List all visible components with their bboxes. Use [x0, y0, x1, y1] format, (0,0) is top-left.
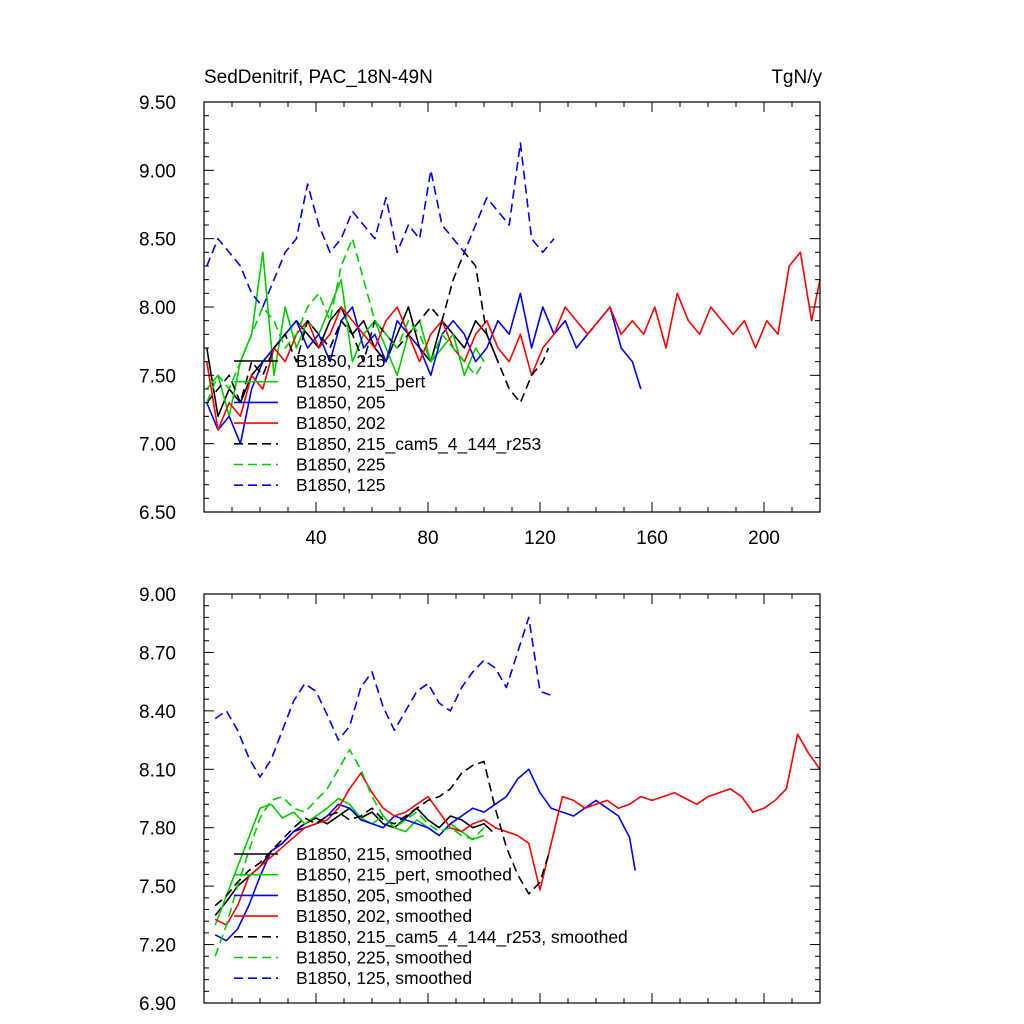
series-line-2 [206, 251, 485, 418]
y-tick-label: 7.50 [139, 877, 176, 898]
y-tick-label: 7.20 [139, 936, 176, 957]
x-tick-label: 200 [748, 528, 780, 549]
legend-label: B1850, 205, smoothed [296, 885, 472, 905]
legend-label: B1850, 215_pert, smoothed [296, 865, 512, 886]
top-title-right: TgN/y [771, 67, 822, 88]
legend-label: B1850, 202, smoothed [296, 906, 472, 926]
series-line-7 [206, 142, 555, 308]
legend-label: B1850, 125 [296, 475, 386, 495]
y-tick-label: 9.50 [139, 93, 176, 114]
series-line-4 [214, 733, 820, 926]
bottom-axes: 6.90 7.20 7.50 7.80 8.10 8.40 8.70 9.00 [139, 585, 821, 1015]
y-tick-label: 9.00 [139, 585, 176, 606]
y-tick-label: 8.10 [139, 760, 176, 781]
series-line-5 [214, 760, 550, 907]
legend-label: B1850, 225, smoothed [296, 948, 472, 968]
series-line-6 [214, 748, 485, 957]
legend-label: B1850, 215, smoothed [296, 844, 472, 864]
top-axes: 40 80 120 160 200 6.50 7.00 7.50 8.00 8.50 9.00 9.5… [139, 93, 821, 549]
x-tick-label: 80 [417, 528, 438, 549]
bottom-panel: 6.90 7.20 7.50 7.80 8.10 8.40 8.70 9.00 B1850, … [139, 585, 821, 1015]
y-tick-label: 8.00 [139, 298, 176, 319]
bottom-plot-layer [214, 616, 820, 957]
y-tick-label: 6.50 [139, 503, 176, 524]
y-tick-label: 7.80 [139, 819, 176, 840]
series-line-3 [206, 292, 642, 445]
y-tick-label: 7.00 [139, 435, 176, 456]
legend-label: B1850, 225 [296, 455, 386, 475]
y-tick-label: 7.50 [139, 366, 176, 387]
legend-label: B1850, 215_cam5_4_144_r253 [296, 434, 541, 455]
series-line-4 [206, 251, 820, 431]
x-tick-label: 40 [305, 528, 326, 549]
legend-label: B1850, 205 [296, 392, 386, 412]
top-title-left: SedDenitrif, PAC_18N-49N [204, 67, 433, 88]
x-tick-label: 160 [636, 528, 668, 549]
legend-label: B1850, 215_cam5_4_144_r253, smoothed [296, 927, 628, 948]
legend-label: B1850, 202 [296, 413, 386, 433]
y-tick-label: 8.70 [139, 643, 176, 664]
series-line-3 [214, 768, 636, 942]
y-tick-label: 6.90 [139, 994, 176, 1015]
x-tick-label: 120 [524, 528, 556, 549]
y-tick-label: 9.00 [139, 161, 176, 182]
legend-label: B1850, 215_pert [296, 372, 426, 393]
legend-label: B1850, 215 [296, 351, 386, 371]
series-line-7 [214, 616, 552, 778]
top-plot-layer [206, 142, 820, 445]
legend-label: B1850, 125, smoothed [296, 968, 472, 988]
y-tick-label: 8.40 [139, 702, 176, 723]
top-panel: SedDenitrif, PAC_18N-49N TgN/y 40 80 120 16… [139, 67, 822, 549]
y-tick-label: 8.50 [139, 230, 176, 251]
